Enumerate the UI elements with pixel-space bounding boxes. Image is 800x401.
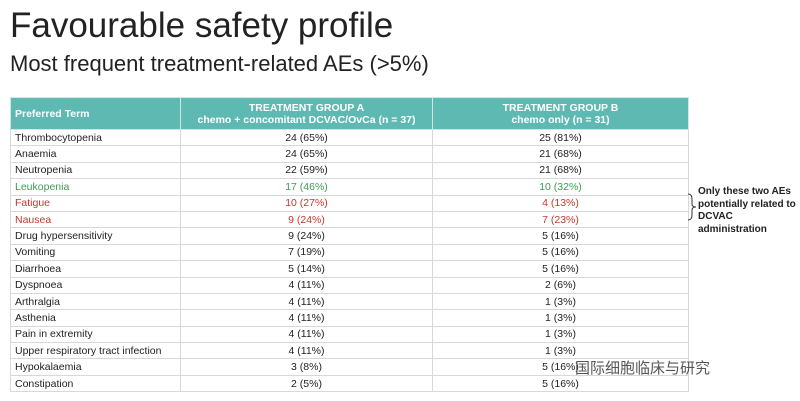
term-cell: Hypokalaemia (10, 358, 181, 376)
brace (687, 193, 697, 221)
count-cell: 1 (3%) (432, 292, 689, 311)
term-cell: Fatigue (10, 194, 181, 212)
count-cell: 5 (16%) (432, 227, 689, 245)
term-cell: Leukopenia (10, 178, 181, 196)
table-row: Drug hypersensitivity 9 (24%) 5 (16%) (10, 227, 689, 245)
term-cell: Vomiting (10, 243, 181, 262)
group-detail: chemo + concomitant DCVAC/OvCa (n = 37) (197, 113, 416, 126)
term-cell: Upper respiratory tract infection (10, 342, 181, 360)
term-cell: Drug hypersensitivity (10, 227, 181, 245)
table-body: Thrombocytopenia 24 (65%) 25 (81%) Anaemia 2… (10, 128, 689, 393)
count-cell: 4 (11%) (180, 309, 433, 327)
count-cell: 24 (65%) (180, 128, 433, 147)
count-cell: 2 (5%) (180, 374, 433, 393)
count-cell: 1 (3%) (432, 325, 689, 344)
count-cell: 9 (24%) (180, 227, 433, 245)
column-header: Preferred Term (10, 97, 181, 130)
table-row: Hypokalaemia 3 (8%) 5 (16%) (10, 358, 689, 376)
count-cell: 7 (23%) (432, 210, 689, 229)
count-cell: 17 (46%) (180, 178, 433, 196)
count-cell: 5 (14%) (180, 260, 433, 278)
count-cell: 1 (3%) (432, 309, 689, 327)
count-cell: 4 (11%) (180, 325, 433, 344)
table-row: Fatigue 10 (27%) 4 (13%) (10, 194, 689, 212)
table-row: Nausea 9 (24%) 7 (23%) (10, 210, 689, 229)
count-cell: 3 (8%) (180, 358, 433, 376)
table-row: Pain in extremity 4 (11%) 1 (3%) (10, 325, 689, 344)
count-cell: 5 (16%) (432, 260, 689, 278)
count-cell: 25 (81%) (432, 128, 689, 147)
table-row: Anaemia 24 (65%) 21 (68%) (10, 145, 689, 163)
count-cell: 21 (68%) (432, 145, 689, 163)
table-row: Asthenia 4 (11%) 1 (3%) (10, 309, 689, 327)
group-name: TREATMENT GROUP B (502, 101, 619, 114)
count-cell: 4 (11%) (180, 342, 433, 360)
count-cell: 10 (32%) (432, 178, 689, 196)
term-cell: Nausea (10, 210, 181, 229)
subtitle: Most frequent treatment-related AEs (>5%… (10, 51, 429, 76)
term-cell: Pain in extremity (10, 325, 181, 344)
annotation: Only these two AEs potentially related t… (698, 186, 796, 235)
brace-path (687, 193, 697, 221)
term-cell: Dyspnoea (10, 276, 181, 294)
count-cell: 5 (16%) (432, 243, 689, 262)
term-cell: Thrombocytopenia (10, 128, 181, 147)
table-row: Diarrhoea 5 (14%) 5 (16%) (10, 260, 689, 278)
count-cell: 4 (11%) (180, 292, 433, 311)
count-cell: 4 (11%) (180, 276, 433, 294)
count-cell: 9 (24%) (180, 210, 433, 229)
count-cell: 10 (27%) (180, 194, 433, 212)
watermark: 国际细胞临床与研究 (575, 360, 711, 377)
table-row: Thrombocytopenia 24 (65%) 25 (81%) (10, 128, 689, 147)
count-cell: 4 (13%) (432, 194, 689, 212)
group-name: TREATMENT GROUP A (248, 101, 365, 114)
table-row: Arthralgia 4 (11%) 1 (3%) (10, 292, 689, 311)
term-cell: Neutropenia (10, 161, 181, 180)
count-cell: 7 (19%) (180, 243, 433, 262)
term-cell: Constipation (10, 374, 181, 393)
term-cell: Diarrhoea (10, 260, 181, 278)
term-cell: Anaemia (10, 145, 181, 163)
table-row: Vomiting 7 (19%) 5 (16%) (10, 243, 689, 262)
table-row: Neutropenia 22 (59%) 21 (68%) (10, 161, 689, 180)
title: Favourable safety profile (10, 6, 394, 45)
count-cell: 22 (59%) (180, 161, 433, 180)
term-cell: Arthralgia (10, 292, 181, 311)
count-cell: 24 (65%) (180, 145, 433, 163)
table-row: Dyspnoea 4 (11%) 2 (6%) (10, 276, 689, 294)
count-cell: 21 (68%) (432, 161, 689, 180)
group-detail: chemo only (n = 31) (511, 113, 610, 126)
term-cell: Asthenia (10, 309, 181, 327)
count-cell: 2 (6%) (432, 276, 689, 294)
table-row: Leukopenia 17 (46%) 10 (32%) (10, 178, 689, 196)
table-row: Constipation 2 (5%) 5 (16%) (10, 374, 689, 393)
count-cell: 5 (16%) (432, 374, 689, 393)
